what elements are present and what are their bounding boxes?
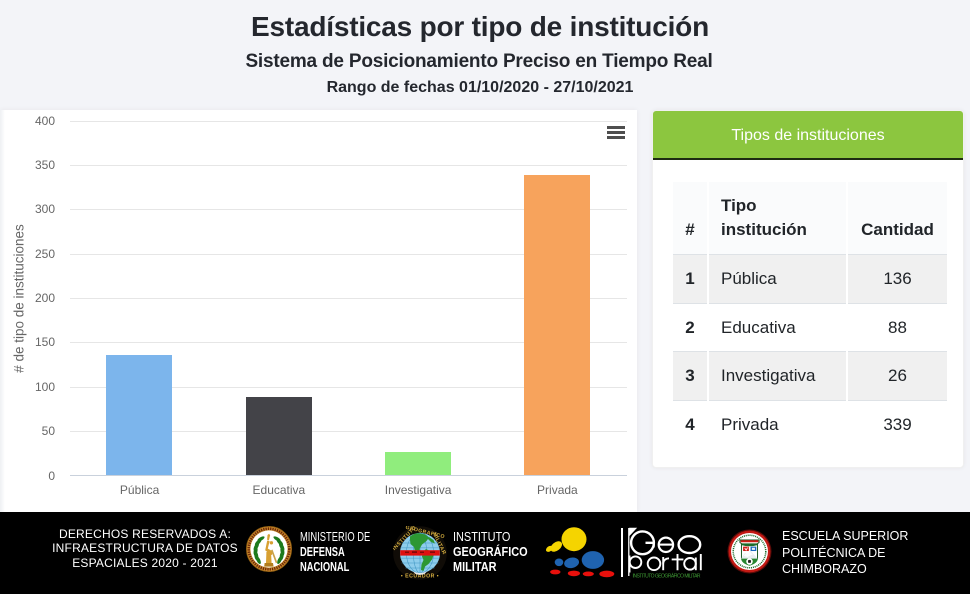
svg-text:• ECUADOR •: • ECUADOR • xyxy=(401,573,439,579)
svg-text:INSTITUTO GEOGRÁFICO MILITAR: INSTITUTO GEOGRÁFICO MILITAR xyxy=(633,573,701,580)
